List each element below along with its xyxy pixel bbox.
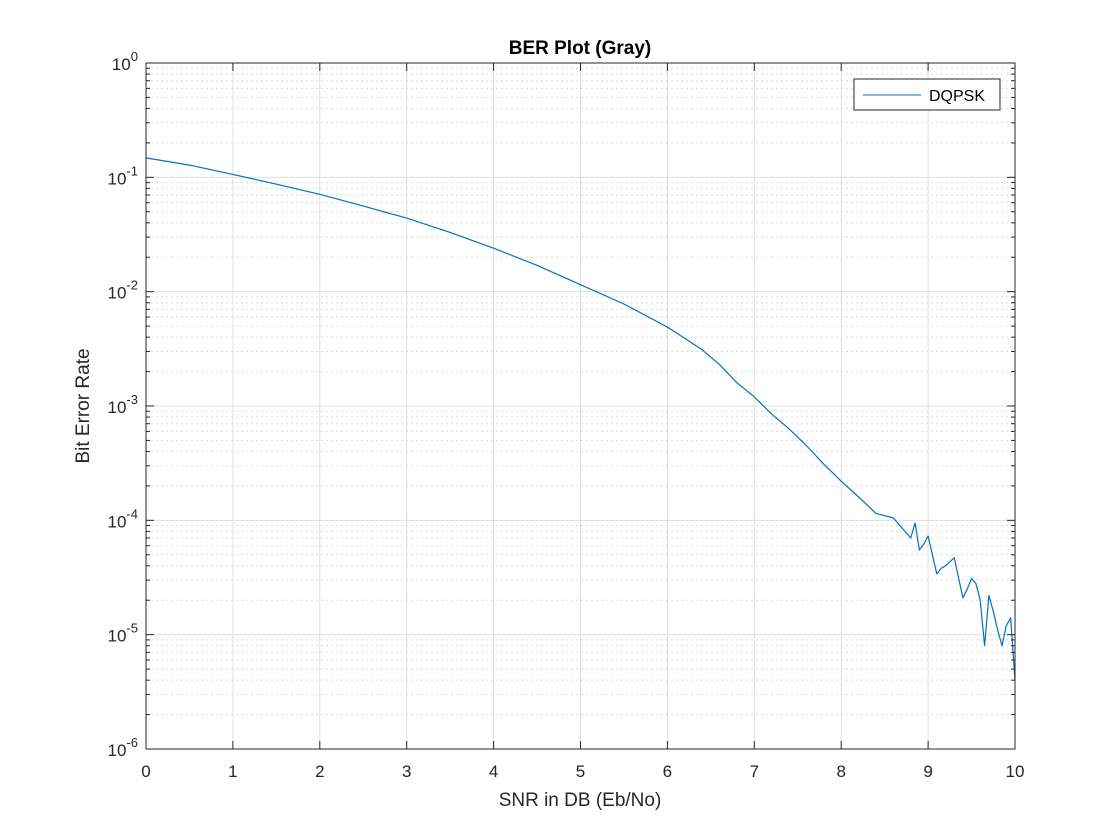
x-tick-label: 8 xyxy=(836,762,845,781)
x-tick-label: 1 xyxy=(228,762,237,781)
x-tick-label: 4 xyxy=(489,762,498,781)
x-tick-label: 6 xyxy=(663,762,672,781)
x-tick-label: 9 xyxy=(923,762,932,781)
x-tick-label: 5 xyxy=(576,762,585,781)
y-tick-label-exponent: -2 xyxy=(126,278,138,293)
legend: DQPSK xyxy=(853,78,1001,111)
x-tick-labels: 0 1 2 3 4 5 6 7 8 9 10 xyxy=(141,762,1024,781)
x-tick-label: 3 xyxy=(402,762,411,781)
y-axis-label: Bit Error Rate xyxy=(73,348,94,463)
y-tick-label-exponent: -3 xyxy=(126,392,138,407)
y-tick-label-exponent: -5 xyxy=(126,621,138,636)
y-tick-label: 10-6 xyxy=(108,735,138,760)
y-tick-label: 10-3 xyxy=(108,392,138,417)
tick-marks xyxy=(145,62,1016,750)
y-tick-label-base: 10 xyxy=(108,741,127,760)
y-tick-label: 10-5 xyxy=(108,621,138,646)
x-tick-label: 0 xyxy=(141,762,150,781)
y-tick-label-base: 10 xyxy=(112,55,131,74)
y-tick-label-base: 10 xyxy=(108,627,127,646)
y-tick-label: 10-4 xyxy=(108,506,138,531)
y-tick-label-exponent: -1 xyxy=(126,163,138,178)
y-tick-label-exponent: -6 xyxy=(126,735,138,750)
series-line-dqpsk xyxy=(145,157,1016,681)
series-layer xyxy=(145,157,1016,681)
y-tick-label-base: 10 xyxy=(108,169,127,188)
y-tick-label-base: 10 xyxy=(108,512,127,531)
y-tick-label: 10-2 xyxy=(108,278,138,303)
x-tick-label: 2 xyxy=(315,762,324,781)
x-tick-label: 7 xyxy=(750,762,759,781)
legend-label-dqpsk: DQPSK xyxy=(929,88,985,105)
y-tick-label: 10-1 xyxy=(108,163,138,188)
y-tick-label-exponent: -4 xyxy=(126,506,138,521)
y-tick-label: 100 xyxy=(112,49,138,74)
chart-title: BER Plot (Gray) xyxy=(509,38,652,59)
x-tick-label: 10 xyxy=(1006,762,1025,781)
y-tick-label-exponent: 0 xyxy=(131,49,138,64)
x-axis-label: SNR in DB (Eb/No) xyxy=(499,790,662,811)
y-tick-label-base: 10 xyxy=(108,398,127,417)
y-tick-label-base: 10 xyxy=(108,284,127,303)
